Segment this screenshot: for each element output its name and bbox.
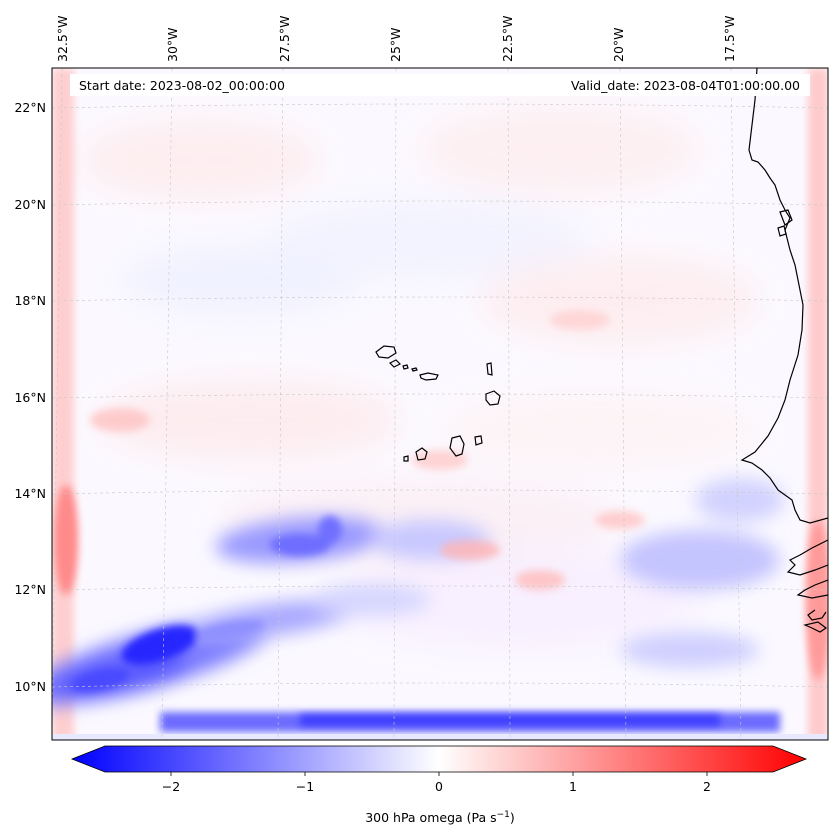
lon-label: 25°W [388, 27, 403, 62]
colorbar-tick-label: 1 [569, 779, 577, 794]
start-date: Start date: 2023-08-02_00:00:00 [79, 78, 285, 93]
colorbar-tick-label: 0 [435, 779, 443, 794]
lat-label: 10°N [14, 679, 46, 694]
lon-label: 32.5°W [55, 16, 70, 62]
lon-label: 17.5°W [722, 16, 737, 62]
africa-coastline [740, 68, 828, 524]
header-band [70, 74, 810, 96]
valid-date: Valid_date: 2023-08-04T01:00:00.00 [571, 78, 800, 93]
lat-label: 18°N [14, 293, 46, 308]
colorbar-tick-label: 2 [703, 779, 711, 794]
colorbar: −2 −1 0 1 2 300 hPa omega (Pa s−1) [70, 745, 808, 825]
lat-label: 20°N [14, 197, 46, 212]
map-panel: Start date: 2023-08-02_00:00:00 Valid_da… [51, 67, 829, 741]
lon-label: 30°W [165, 27, 180, 62]
colorbar-tick-label: −2 [162, 779, 180, 794]
colorbar-tick-label: −1 [296, 779, 314, 794]
lat-label: 22°N [14, 100, 46, 115]
lon-label: 20°W [611, 27, 626, 62]
lat-label: 16°N [14, 390, 46, 405]
colorbar-label: 300 hPa omega (Pa s−1) [365, 810, 515, 825]
lon-label: 22.5°W [500, 16, 515, 62]
lon-label: 27.5°W [277, 16, 292, 62]
omega-field [52, 68, 828, 740]
lat-label: 12°N [14, 582, 46, 597]
lat-label: 14°N [14, 486, 46, 501]
cape-verde-santo-antao [375, 345, 397, 359]
colorbar-bar [70, 745, 808, 773]
latitude-labels: 22°N 20°N 18°N 16°N 14°N 12°N 10°N [14, 100, 46, 694]
longitude-labels: 32.5°W 30°W 27.5°W 25°W 22.5°W 20°W 17.5… [55, 16, 737, 62]
graticule [52, 68, 828, 740]
map-frame [51, 67, 829, 741]
coastlines [375, 68, 828, 633]
